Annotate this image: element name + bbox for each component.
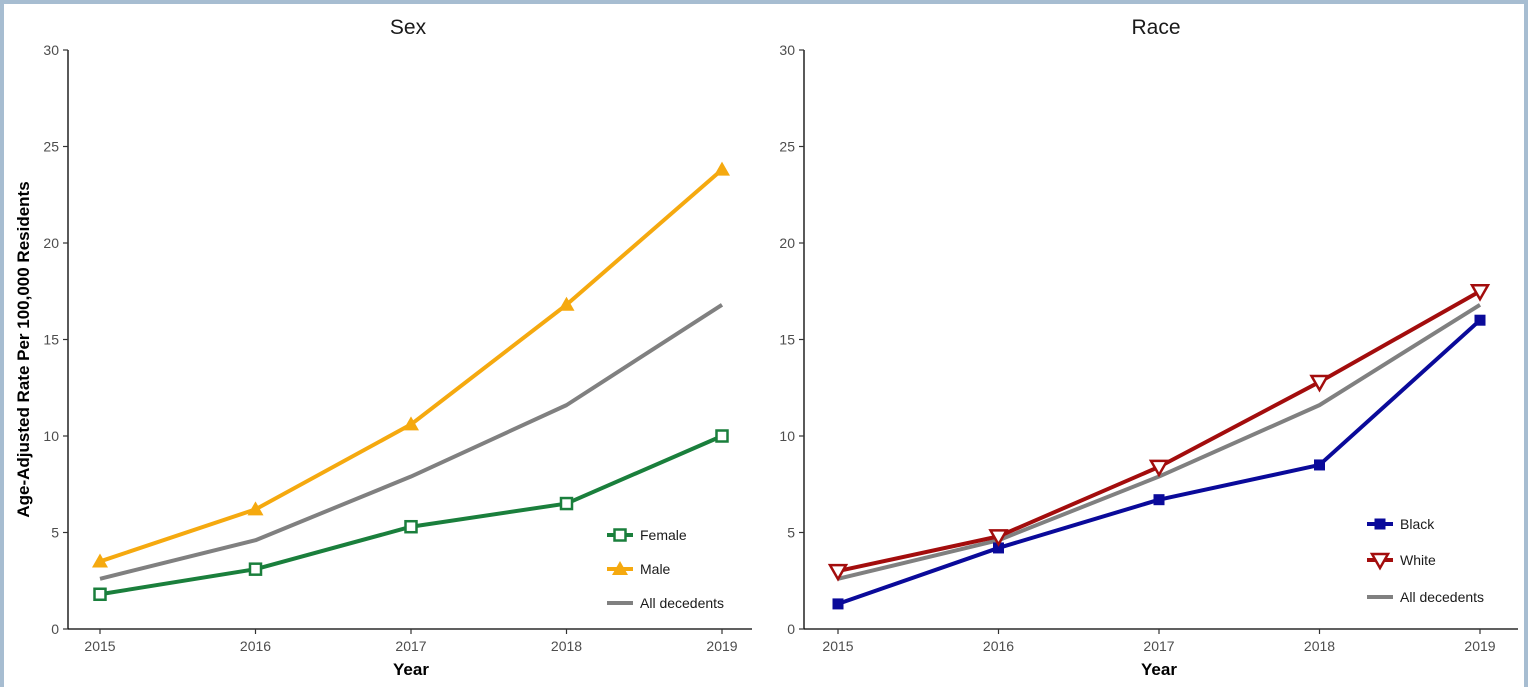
series-black (832, 314, 1486, 610)
legend-label-white: White (1400, 552, 1436, 568)
legend-label-female: Female (640, 527, 687, 543)
y-tick-label: 5 (787, 525, 795, 541)
series-male (92, 161, 730, 568)
data-point-male-2017 (403, 416, 419, 431)
y-tick-label: 10 (779, 428, 795, 444)
y-tick-label: 30 (779, 42, 795, 58)
y-tick-label: 20 (779, 235, 795, 251)
data-point-female-2016 (248, 562, 263, 576)
x-axis-title: Year (393, 660, 429, 679)
x-tick-label: 2018 (1304, 638, 1335, 654)
data-point-black-2018 (1314, 459, 1325, 471)
y-tick-label: 30 (43, 42, 59, 58)
data-point-white-2016 (988, 529, 1009, 547)
x-tick-label: 2019 (1464, 638, 1495, 654)
legend: Black White All decedents (1367, 516, 1484, 605)
legend-marker-female (613, 528, 627, 542)
data-point-white-2017 (1148, 459, 1170, 478)
data-point-white-2019 (1469, 284, 1491, 302)
y-tick-label: 0 (51, 621, 59, 637)
data-point-white-2015 (827, 563, 849, 582)
series-white (827, 284, 1491, 582)
x-tick-label: 2015 (84, 638, 115, 654)
data-point-male-2019 (714, 161, 730, 176)
y-tick-label: 5 (51, 525, 59, 541)
data-point-female-2017 (404, 519, 418, 534)
legend-label-all-decedents: All decedents (1400, 589, 1484, 605)
panel-title: Sex (390, 16, 427, 39)
data-point-black-2019 (1474, 314, 1486, 326)
y-tick-label: 15 (43, 332, 59, 348)
data-point-female-2015 (93, 587, 107, 602)
x-tick-label: 2017 (395, 638, 426, 654)
panel-title: Race (1131, 16, 1180, 39)
figure-frame: Sex 0 5 10 15 20 25 30 2015 2016 2017 2018 2019 Year A… (4, 4, 1524, 687)
x-tick-label: 2015 (822, 638, 853, 654)
x-tick-label: 2018 (551, 638, 582, 654)
series-line-all-decedents (99, 303, 724, 581)
data-point-black-2017 (1153, 494, 1165, 506)
legend-label-all-decedents: All decedents (640, 595, 724, 611)
data-point-male-2016 (247, 501, 264, 516)
series-female (93, 429, 729, 602)
y-tick-label: 10 (43, 428, 59, 444)
x-axis-title: Year (1141, 660, 1177, 679)
x-tick-label: 2016 (240, 638, 271, 654)
y-tick-label: 25 (43, 139, 59, 155)
series-all-decedents (99, 303, 724, 581)
legend-label-male: Male (640, 561, 671, 577)
y-tick-label: 20 (43, 235, 59, 251)
legend: Female Male All decedents (607, 527, 724, 611)
data-point-female-2019 (715, 429, 729, 443)
x-tick-label: 2017 (1143, 638, 1174, 654)
legend-marker-black (1374, 518, 1386, 530)
data-point-male-2018 (558, 296, 575, 311)
y-tick-label: 15 (779, 332, 795, 348)
data-point-black-2016 (993, 542, 1004, 554)
legend-label-black: Black (1400, 516, 1435, 532)
x-tick-label: 2019 (706, 638, 737, 654)
y-tick-label: 0 (787, 621, 795, 637)
data-point-black-2015 (832, 598, 844, 610)
legend-marker-male (612, 561, 628, 575)
y-tick-label: 25 (779, 139, 795, 155)
legend-marker-white (1369, 552, 1391, 571)
x-tick-label: 2016 (983, 638, 1014, 654)
y-axis-title: Age-Adjusted Rate Per 100,000 Residents (14, 181, 33, 517)
data-point-white-2018 (1309, 374, 1330, 393)
data-point-male-2015 (92, 553, 108, 568)
data-point-female-2018 (559, 496, 574, 511)
chart-panel-race: Race 0 5 10 15 20 25 30 2015 2016 2017 2018 2019 Year… (779, 16, 1518, 679)
chart-panel-sex: Sex 0 5 10 15 20 25 30 2015 2016 2017 2018 2019 Year A… (14, 16, 752, 679)
